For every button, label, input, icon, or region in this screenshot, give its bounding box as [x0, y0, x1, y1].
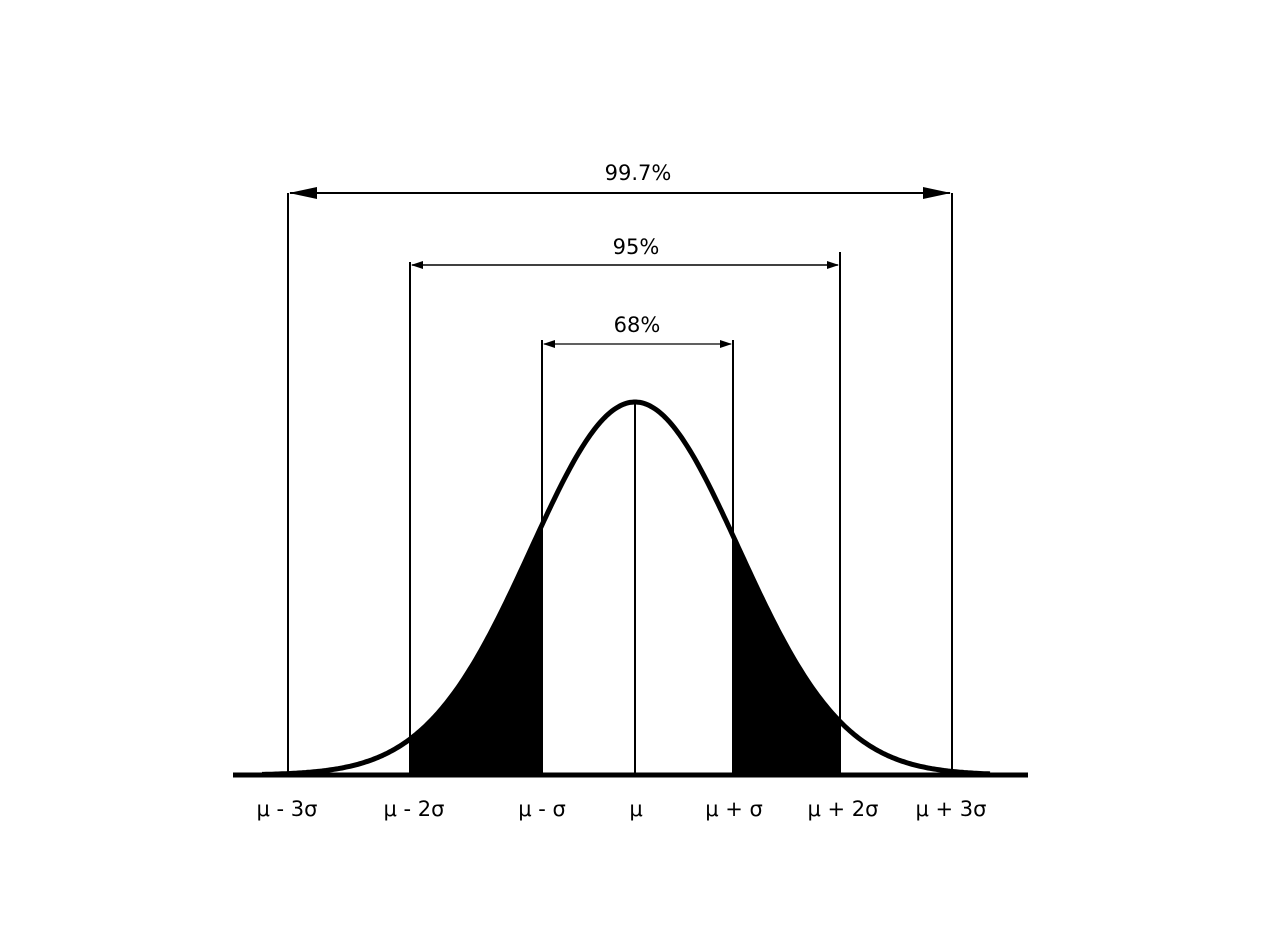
interval-label: 99.7%: [605, 161, 672, 185]
axis-label: μ + σ: [705, 797, 763, 821]
axis-label: μ - σ: [518, 797, 566, 821]
axis-label: μ - 3σ: [257, 797, 318, 821]
axis-label: μ + 2σ: [808, 797, 879, 821]
axis-label: μ - 2σ: [384, 797, 445, 821]
shaded-regions: [410, 524, 840, 775]
interval-label: 68%: [614, 313, 661, 337]
vertical-lines: [287, 193, 953, 775]
interval-label: 95%: [613, 235, 660, 259]
axis-label: μ + 3σ: [916, 797, 987, 821]
bell-curve: [262, 399, 991, 777]
shaded-region: [410, 524, 542, 775]
axis-label: μ: [629, 797, 642, 821]
